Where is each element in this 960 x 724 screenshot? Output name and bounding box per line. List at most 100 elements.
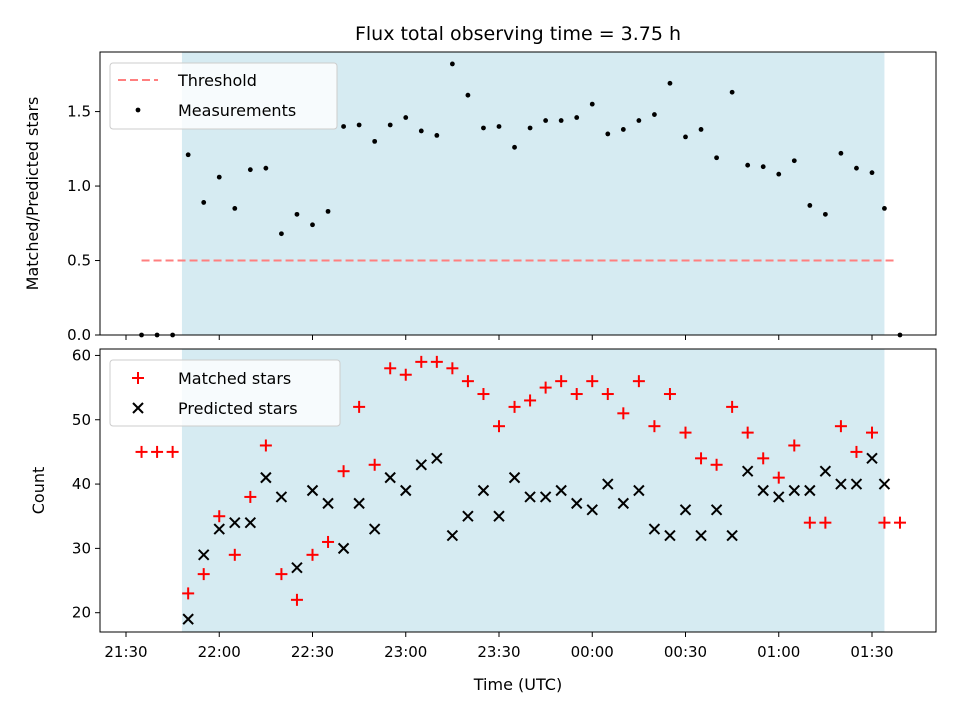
matched-star-point	[228, 548, 241, 561]
predicted-star-point	[368, 523, 381, 535]
ratio-panel: 0.0 0.5 1.0 1.5 Flux total observing time =…	[23, 23, 937, 344]
predicted-star-point	[850, 478, 863, 490]
matched-star-point	[322, 535, 335, 548]
y-tick-label: 1.0	[67, 177, 91, 195]
matched-star-point	[788, 439, 801, 452]
predicted-star-point	[602, 478, 614, 490]
measurement-point	[636, 118, 642, 123]
measurement-point	[822, 211, 828, 217]
measurement-point	[341, 124, 346, 129]
matched-star-point	[878, 516, 891, 529]
measurement-point	[201, 200, 207, 205]
matched-star-point	[290, 593, 303, 606]
predicted-star-point	[571, 497, 583, 510]
measurement-point	[543, 118, 549, 123]
x-tick-label: 23:30	[477, 643, 520, 661]
legend-measurement-swatch	[135, 107, 141, 113]
predicted-star-point	[275, 491, 288, 503]
predicted-star-point	[477, 484, 490, 497]
measurement-point	[232, 205, 238, 211]
y-tick-label: 20	[72, 604, 91, 622]
matched-star-points	[135, 355, 906, 606]
predicted-star-point	[493, 510, 505, 522]
predicted-star-point	[586, 504, 598, 516]
matched-star-point	[570, 388, 583, 401]
top-legend-box	[109, 62, 338, 130]
measurement-point	[434, 133, 440, 138]
predicted-star-point	[617, 497, 630, 510]
y-tick-label: 60	[72, 346, 91, 364]
predicted-star-point	[539, 491, 552, 503]
measurement-point	[449, 61, 455, 67]
measurement-point	[247, 167, 253, 173]
count-panel: 20 30 40 50 60 21:30 22:00 22:30 23:00 23:30 00:0…	[29, 346, 937, 694]
matched-star-point	[866, 426, 878, 439]
predicted-star-point	[555, 484, 567, 497]
legend-matched-swatch	[132, 372, 144, 384]
predicted-star-point	[695, 529, 707, 542]
top-legend: Threshold Measurements	[109, 62, 338, 130]
matched-star-point	[259, 439, 272, 452]
predicted-star-point	[229, 516, 241, 529]
predicted-star-point	[524, 491, 536, 503]
matched-star-point	[555, 375, 568, 388]
x-tick-label: 01:30	[850, 643, 893, 661]
measurement-point	[263, 165, 269, 171]
y-tick-label: 50	[72, 411, 91, 429]
predicted-star-point	[353, 497, 365, 510]
predicted-star-point	[182, 613, 194, 625]
measurement-point	[294, 211, 300, 217]
bottom-legend-box	[109, 359, 341, 427]
measurement-point	[838, 150, 844, 156]
matched-star-point	[151, 445, 164, 458]
matched-star-point	[648, 420, 661, 433]
measurement-point	[882, 205, 887, 211]
matched-star-point	[834, 420, 847, 433]
predicted-star-point	[415, 459, 427, 471]
x-tick-label: 00:30	[664, 643, 707, 661]
matched-star-point	[337, 465, 350, 478]
matched-star-point	[601, 388, 614, 401]
y-tick-label: 0.5	[67, 252, 91, 270]
measurement-point	[620, 127, 626, 132]
legend-measurement-label: Measurements	[178, 101, 296, 120]
matched-star-point	[477, 388, 490, 401]
top-x-ticks	[125, 335, 873, 340]
predicted-star-point	[804, 484, 816, 497]
top-y-ticks: 0.0 0.5 1.0 1.5	[67, 103, 100, 344]
measurement-point	[496, 124, 502, 129]
predicted-star-point	[462, 510, 474, 522]
measurement-point	[745, 162, 751, 168]
matched-star-point	[741, 426, 754, 439]
predicted-star-point	[322, 497, 334, 510]
predicted-star-point	[835, 478, 847, 490]
y-tick-label: 40	[72, 475, 91, 493]
predicted-star-point	[710, 504, 723, 516]
x-tick-label: 22:30	[291, 643, 334, 661]
measurement-point	[807, 203, 813, 208]
measurement-point	[185, 152, 191, 158]
predicted-star-point	[726, 529, 738, 542]
x-tick-label: 23:00	[384, 643, 427, 661]
measurement-point	[667, 80, 673, 86]
measurement-point	[589, 101, 595, 107]
matched-star-point	[617, 407, 630, 420]
measurement-point	[729, 89, 735, 95]
matched-star-point	[415, 355, 428, 368]
matched-star-point	[384, 362, 397, 375]
measurement-point	[481, 125, 486, 131]
predicted-star-point	[773, 491, 785, 503]
predicted-star-point	[741, 465, 754, 477]
predicted-star-point	[446, 529, 459, 542]
measurement-point	[403, 115, 409, 120]
bottom-y-axis-label: Count	[29, 467, 48, 515]
matched-star-point	[586, 375, 599, 388]
matched-star-point	[757, 452, 770, 465]
matched-star-point	[772, 471, 785, 484]
matched-star-point	[446, 362, 459, 375]
measurement-point	[574, 115, 580, 120]
matched-star-point	[850, 445, 863, 458]
matched-star-point	[368, 458, 381, 471]
x-tick-label: 01:00	[757, 643, 800, 661]
